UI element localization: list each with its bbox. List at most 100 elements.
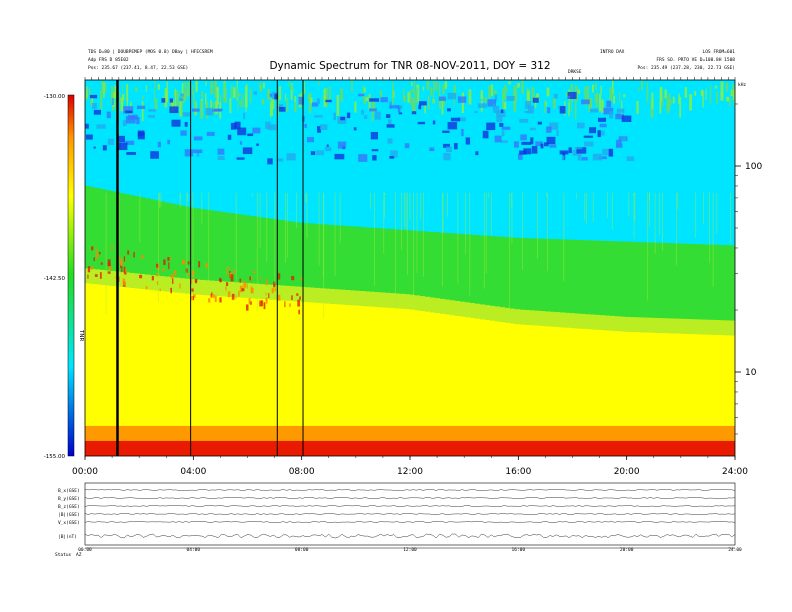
band-cyan [660, 80, 666, 243]
band-cyan [480, 80, 486, 236]
texture-streak [545, 101, 547, 107]
band-transition [415, 295, 421, 311]
texture-streak [304, 88, 306, 94]
band-green [660, 242, 666, 330]
band-red [680, 440, 686, 456]
band-cyan [650, 80, 656, 243]
texture-vertical [323, 192, 324, 277]
band-transition [620, 316, 626, 332]
texture-streak [122, 84, 124, 93]
band-transition [150, 275, 156, 291]
band-yellow [615, 331, 621, 426]
colorbar-min-label: -155.00 [44, 454, 66, 460]
texture-streak [286, 97, 289, 113]
band-green [470, 234, 476, 315]
x-axis: 00:00 04:00 08:00 12:00 16:00 20:00 24:00 [72, 456, 748, 477]
band-red [565, 440, 571, 456]
band-transition [285, 285, 291, 301]
band-red [660, 440, 666, 456]
header-right-line1: LOS FROM=601 [702, 49, 735, 55]
texture-ridge [291, 275, 295, 281]
band-green [420, 231, 426, 308]
band-green [475, 235, 481, 315]
texture-streak [170, 99, 173, 111]
texture-vertical [266, 192, 268, 262]
band-red [305, 440, 311, 456]
band-transition [470, 303, 476, 319]
texture-vertical [676, 192, 677, 266]
header-left-line3: Pos: 235.67 (237.41, 8.47, 22.53 GSE) [88, 65, 188, 71]
band-cyan [500, 80, 506, 237]
texture-patch [553, 93, 558, 99]
band-green [445, 233, 451, 311]
band-green [395, 229, 401, 305]
band-yellow [440, 313, 446, 426]
texture-ridge [289, 303, 291, 308]
band-cyan [200, 80, 206, 210]
texture-vertical [416, 192, 418, 273]
texture-patch [277, 158, 284, 162]
texture-ridge [250, 287, 254, 294]
texture-vertical [575, 192, 577, 200]
band-cyan [160, 80, 166, 202]
band-red [345, 440, 351, 456]
band-red [465, 440, 471, 456]
band-transition [95, 269, 101, 285]
band-green [485, 235, 491, 317]
texture-ridge [265, 292, 267, 296]
texture-vertical [628, 192, 630, 217]
texture-ridge [181, 260, 184, 263]
texture-ridge [163, 259, 166, 265]
texture-streak [574, 100, 577, 120]
band-green [690, 243, 696, 331]
texture-streak [503, 84, 507, 100]
band-cyan [225, 80, 231, 213]
band-transition [430, 297, 436, 313]
band-orange [195, 425, 201, 441]
band-yellow [730, 335, 735, 426]
band-cyan [585, 80, 591, 241]
band-red [435, 440, 441, 456]
texture-patch [457, 117, 466, 122]
band-orange [200, 425, 206, 441]
band-orange [415, 425, 421, 441]
band-orange [385, 425, 391, 441]
band-red [355, 440, 361, 456]
header-right-line3: Pos: 235.49 (237.28, 230, 22.73 GSE) [637, 65, 735, 71]
texture-patch [243, 112, 246, 120]
texture-patch [598, 130, 605, 136]
band-cyan [540, 80, 546, 239]
band-yellow [630, 332, 636, 426]
texture-streak [669, 99, 672, 105]
band-transition [575, 313, 581, 329]
texture-streak [318, 80, 320, 86]
texture-patch [137, 130, 145, 137]
x-tick-label: 12:00 [397, 467, 423, 477]
band-orange [510, 425, 516, 441]
y-units-label: kHz [738, 82, 746, 88]
band-orange [725, 425, 731, 441]
band-yellow [95, 284, 101, 426]
band-green [235, 214, 241, 294]
texture-ridge [127, 250, 130, 255]
texture-ridge [120, 264, 122, 269]
band-orange [280, 425, 286, 441]
band-red [580, 440, 586, 456]
texture-patch [212, 109, 222, 112]
band-green [490, 236, 496, 318]
band-red [295, 440, 301, 456]
texture-vertical [395, 192, 396, 307]
band-red [670, 440, 676, 456]
texture-patch [537, 121, 542, 125]
texture-ridge [225, 286, 227, 291]
band-green [105, 190, 111, 282]
y-axis: 100 10 kHz [735, 82, 762, 435]
texture-patch [543, 142, 549, 147]
band-yellow [325, 303, 331, 426]
band-green [675, 243, 681, 330]
band-green [130, 195, 136, 285]
texture-patch [575, 146, 583, 150]
texture-patch [286, 153, 296, 161]
band-transition [100, 269, 106, 285]
texture-streak [664, 89, 667, 99]
